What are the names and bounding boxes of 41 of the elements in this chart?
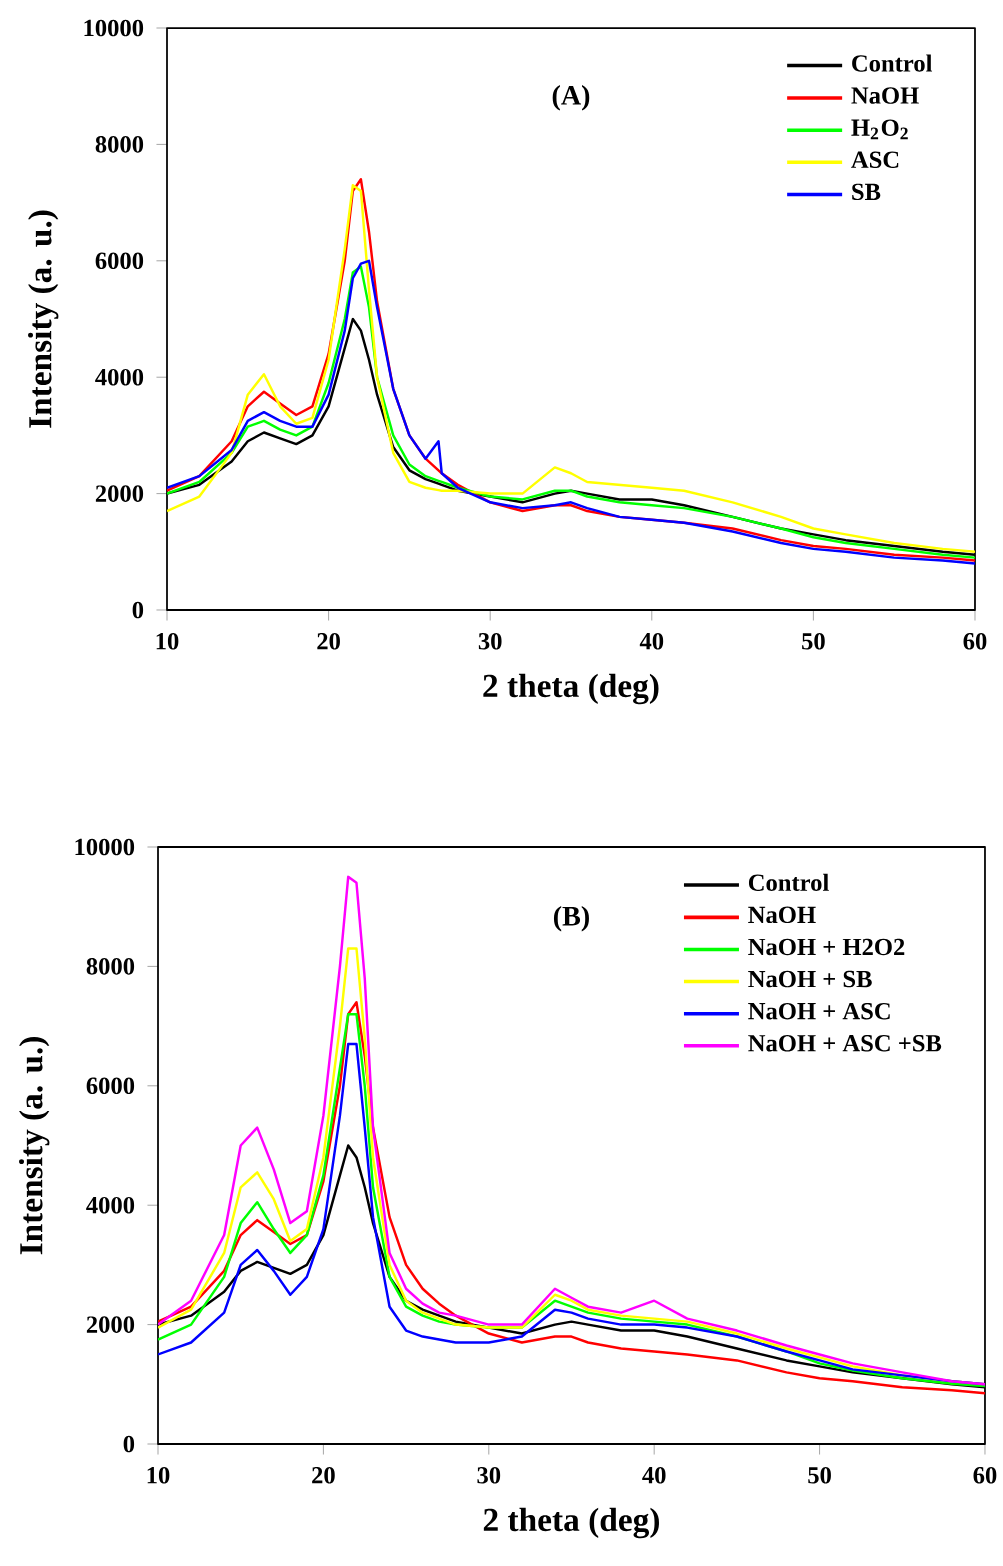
x-tick-label: 50 — [802, 632, 825, 650]
y-tick-label: 0 — [132, 601, 144, 619]
annotation: (A) — [552, 85, 590, 111]
x-tick-label: 30 — [478, 632, 502, 650]
x-axis-title: 2 theta (deg) — [483, 1507, 660, 1539]
x-tick-label: 20 — [317, 632, 340, 650]
legend-label: NaOH — [851, 87, 919, 104]
legend-label: NaOH + ASC — [748, 1002, 890, 1020]
legend-label: Control — [852, 54, 933, 72]
legend-label: NaOH — [748, 906, 816, 924]
x-tick-label: 40 — [639, 632, 664, 650]
annotation: (B) — [553, 905, 589, 932]
legend-label: H$_{2}$O$_{2}$ — [851, 119, 908, 140]
x-tick-label: 50 — [808, 1466, 831, 1484]
x-tick-label: 60 — [973, 1466, 997, 1484]
y-tick-label: 0 — [123, 1435, 135, 1453]
x-tick-label: 40 — [642, 1466, 666, 1484]
x-tick-label: 10 — [147, 1466, 170, 1484]
y-tick-label: 6000 — [95, 252, 144, 270]
legend-label: SB — [852, 183, 881, 201]
y-tick-label: 10000 — [84, 19, 144, 37]
y-axis-title: Intensity (a. u.) — [28, 210, 59, 428]
y-tick-label: 8000 — [95, 136, 144, 153]
y-tick-label: 4000 — [86, 1196, 135, 1214]
y-tick-label: 4000 — [95, 368, 144, 386]
x-tick-label: 30 — [477, 1466, 501, 1484]
x-tick-label: 10 — [156, 632, 179, 650]
x-tick-label: 20 — [312, 1466, 335, 1484]
x-tick-label: 60 — [963, 632, 987, 650]
y-axis-title: Intensity (a. u.) — [19, 1037, 50, 1255]
legend-label: Control — [748, 873, 829, 891]
x-axis-title: 2 theta (deg) — [483, 673, 659, 705]
legend-label: NaOH + ASC +SB — [748, 1035, 942, 1052]
legend-label: NaOH + SB — [748, 970, 872, 988]
y-tick-label: 10000 — [75, 838, 135, 856]
legend-label: ASC — [851, 151, 899, 169]
y-tick-label: 2000 — [86, 1316, 135, 1333]
y-tick-label: 8000 — [86, 958, 135, 975]
y-tick-label: 6000 — [86, 1077, 135, 1095]
y-tick-label: 2000 — [95, 485, 144, 502]
legend-label: NaOH + H2O2 — [748, 938, 905, 956]
